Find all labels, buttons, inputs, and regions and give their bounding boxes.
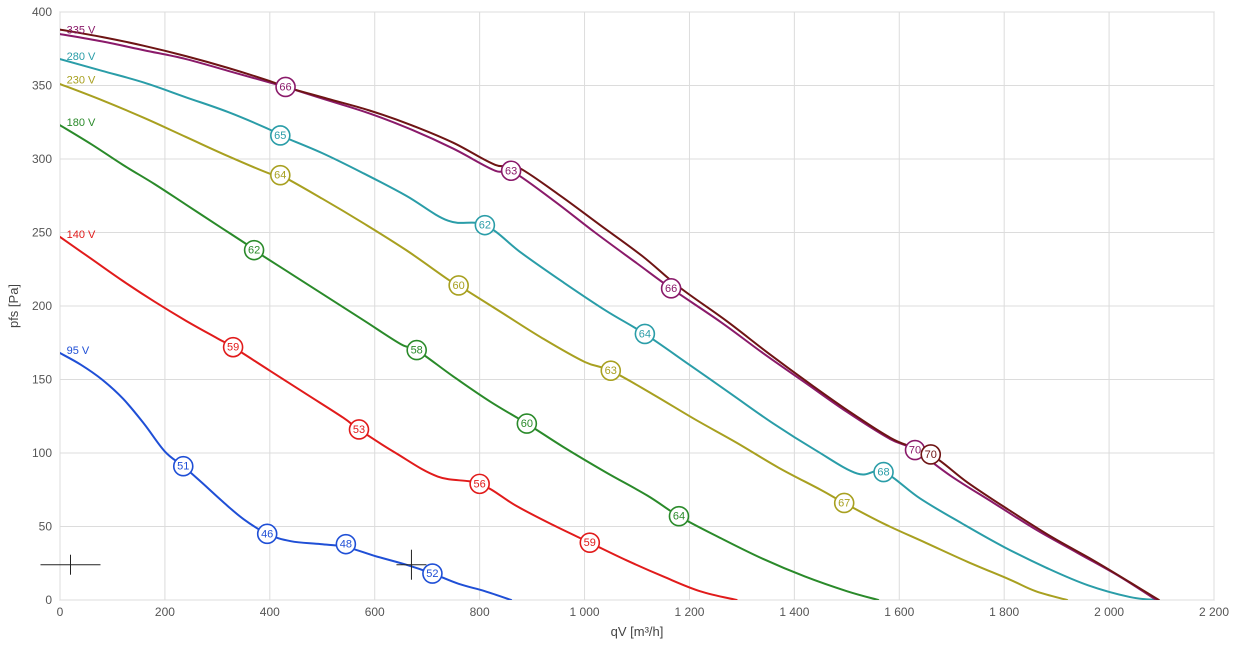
marker-label: 66: [665, 283, 677, 295]
x-tick-label: 0: [57, 605, 64, 619]
data-marker: 64: [669, 507, 688, 526]
x-tick-label: 1 600: [884, 605, 914, 619]
data-marker: 65: [271, 126, 290, 145]
data-marker: 64: [635, 324, 654, 343]
x-tick-label: 600: [365, 605, 385, 619]
y-tick-label: 250: [32, 226, 52, 240]
marker-label: 59: [584, 537, 596, 549]
marker-label: 60: [521, 418, 533, 430]
data-marker: 56: [470, 474, 489, 493]
marker-label: 63: [605, 365, 617, 377]
series-label: 140 V: [67, 229, 96, 241]
marker-label: 66: [279, 81, 291, 93]
series-label: 180 V: [67, 117, 96, 129]
marker-label: 63: [505, 165, 517, 177]
series-label: 280 V: [67, 51, 96, 63]
y-tick-label: 50: [39, 520, 53, 534]
data-marker: 68: [874, 463, 893, 482]
data-marker: 48: [336, 535, 355, 554]
marker-label: 48: [340, 539, 352, 551]
x-axis-label: qV [m³/h]: [611, 624, 664, 639]
marker-label: 58: [411, 345, 423, 357]
chart-canvas: 02004006008001 0001 2001 4001 6001 8002 …: [0, 0, 1234, 646]
data-marker: 51: [174, 457, 193, 476]
y-tick-label: 350: [32, 79, 52, 93]
marker-label: 52: [426, 568, 438, 580]
data-marker: 70: [921, 445, 940, 464]
x-tick-label: 1 800: [989, 605, 1019, 619]
data-marker: 52: [423, 564, 442, 583]
y-tick-label: 100: [32, 446, 52, 460]
data-marker: 67: [835, 493, 854, 512]
data-marker: 58: [407, 341, 426, 360]
data-marker: 66: [662, 279, 681, 298]
marker-label: 46: [261, 528, 273, 540]
data-marker: 63: [502, 161, 521, 180]
marker-label: 65: [274, 130, 286, 142]
data-marker: 62: [245, 241, 264, 260]
series-label: 95 V: [67, 345, 90, 357]
data-marker: 62: [475, 216, 494, 235]
marker-label: 70: [909, 445, 921, 457]
data-marker: 59: [580, 533, 599, 552]
marker-label: 64: [639, 328, 651, 340]
data-marker: 60: [517, 414, 536, 433]
x-tick-label: 1 000: [570, 605, 600, 619]
data-marker: 60: [449, 276, 468, 295]
series-label: 335 V: [67, 25, 96, 37]
data-marker: 63: [601, 361, 620, 380]
fan-curve-chart: 02004006008001 0001 2001 4001 6001 8002 …: [0, 0, 1234, 646]
marker-label: 51: [177, 461, 189, 473]
x-tick-label: 400: [260, 605, 280, 619]
x-tick-label: 800: [470, 605, 490, 619]
x-tick-label: 2 200: [1199, 605, 1229, 619]
y-tick-label: 0: [45, 593, 52, 607]
marker-label: 53: [353, 424, 365, 436]
series-label: 230 V: [67, 75, 96, 87]
x-tick-label: 1 400: [779, 605, 809, 619]
y-axis-label: pfs [Pa]: [6, 284, 21, 328]
marker-label: 56: [474, 478, 486, 490]
data-marker: 53: [349, 420, 368, 439]
marker-label: 64: [673, 511, 685, 523]
data-marker: 46: [258, 524, 277, 543]
y-tick-label: 200: [32, 299, 52, 313]
y-tick-label: 150: [32, 373, 52, 387]
marker-label: 60: [453, 280, 465, 292]
data-marker: 59: [224, 338, 243, 357]
x-tick-label: 2 000: [1094, 605, 1124, 619]
marker-label: 68: [877, 467, 889, 479]
marker-label: 59: [227, 342, 239, 354]
x-tick-label: 200: [155, 605, 175, 619]
marker-label: 67: [838, 497, 850, 509]
x-tick-label: 1 200: [674, 605, 704, 619]
data-marker: 66: [276, 77, 295, 96]
y-tick-label: 400: [32, 5, 52, 19]
marker-label: 62: [248, 245, 260, 257]
data-marker: 64: [271, 166, 290, 185]
y-tick-label: 300: [32, 152, 52, 166]
marker-label: 70: [925, 449, 937, 461]
marker-label: 64: [274, 170, 286, 182]
marker-label: 62: [479, 220, 491, 232]
